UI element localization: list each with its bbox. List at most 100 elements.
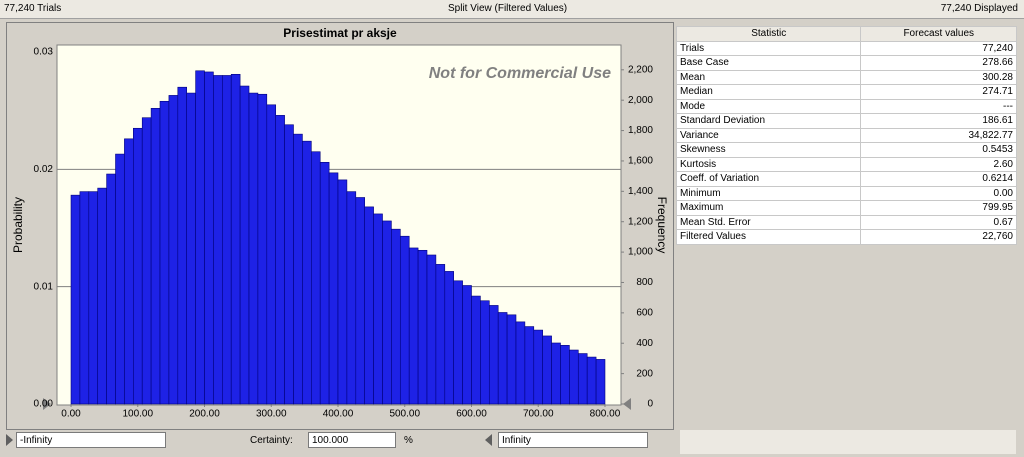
histogram-bar (471, 295, 481, 405)
stat-name: Mode (675, 98, 862, 114)
histogram-bar (213, 75, 223, 405)
status-bar: 77,240 Trials Split View (Filtered Value… (0, 0, 1024, 19)
histogram-bar (106, 173, 116, 405)
stat-value: 77,240 (860, 40, 1017, 56)
x-tick-label: 500.00 (389, 409, 420, 420)
histogram-bar (382, 220, 392, 405)
stat-row: Skewness 0.5453 (675, 142, 1017, 158)
y2-tick-label: 2,000 (628, 95, 653, 106)
histogram-chart: Prisestimat pr aksje Not for Commercial … (11, 26, 669, 420)
stat-value: 2.60 (860, 156, 1017, 172)
histogram-bar (391, 228, 401, 405)
stat-value: 278.66 (860, 55, 1017, 71)
stat-row: Mean Std. Error 0.67 (675, 214, 1017, 230)
lower-input[interactable]: -Infinity (16, 432, 166, 448)
histogram-bar (497, 312, 508, 405)
histogram-bar (346, 191, 357, 405)
histogram-bar (257, 93, 268, 405)
y2-tick-label: 0 (647, 399, 653, 410)
statistics-table: Statistic Forecast values Trials 77,240 Bas… (675, 26, 1017, 245)
histogram-bar (444, 271, 454, 405)
histogram-bar (453, 280, 463, 405)
certainty-label: Certainty: (250, 435, 293, 446)
stat-row: Minimum 0.00 (675, 185, 1017, 201)
stat-name: Mean (675, 69, 862, 85)
histogram-bar (515, 321, 526, 405)
stat-value: 274.71 (860, 84, 1017, 100)
x-tick-label: 300.00 (256, 409, 287, 420)
histogram-bar (302, 140, 312, 405)
stat-value: 0.6214 (860, 171, 1017, 187)
histogram-bar (124, 138, 134, 405)
y2-tick-label: 1,800 (628, 125, 653, 136)
y2-tick-label: 1,600 (628, 156, 653, 167)
y-axis-label: Probability (11, 197, 25, 253)
histogram-bar (399, 235, 410, 405)
stat-name: Variance (675, 127, 862, 143)
x-tick-label: 700.00 (523, 409, 554, 420)
histogram-bar (177, 86, 188, 405)
y2-tick-label: 2,200 (628, 64, 653, 75)
histogram-bar (488, 305, 499, 405)
stat-name: Standard Deviation (675, 113, 862, 129)
certainty-input[interactable]: 100.000 (308, 432, 396, 448)
stat-value: 0.00 (860, 185, 1017, 201)
histogram-bar (373, 213, 383, 405)
displayed-count: 77,240 Displayed (940, 3, 1018, 14)
x-tick-label: 600.00 (456, 409, 487, 420)
histogram-bar (204, 71, 214, 405)
histogram-bar (577, 353, 588, 405)
histogram-bar (595, 359, 606, 405)
x-tick-label: 0.00 (61, 409, 81, 420)
blank-panel (680, 430, 1016, 454)
certainty-unit: % (404, 435, 413, 446)
stat-row: Variance 34,822.77 (675, 127, 1017, 143)
histogram-bar (337, 179, 348, 405)
histogram-bar (248, 92, 259, 405)
left-grabber[interactable] (43, 398, 51, 410)
histogram-bar (222, 75, 232, 405)
histogram-bar (417, 249, 428, 405)
stat-value: 0.67 (860, 214, 1017, 230)
stat-name: Filtered Values (675, 229, 862, 245)
y2-tick-label: 800 (636, 277, 653, 288)
upper-input[interactable]: Infinity (498, 432, 648, 448)
stat-row: Base Case 278.66 (675, 55, 1017, 71)
view-mode: Split View (Filtered Values) (448, 3, 568, 14)
stat-row: Standard Deviation 186.61 (675, 113, 1017, 129)
histogram-bar (506, 314, 517, 405)
upper-arrow[interactable] (485, 434, 492, 446)
stat-name: Base Case (675, 55, 862, 71)
stat-value: 300.28 (860, 69, 1017, 85)
stat-name: Skewness (675, 142, 862, 158)
histogram-bar (97, 187, 107, 405)
histogram-bar (79, 191, 90, 405)
column-header: Statistic (675, 26, 862, 42)
stat-value: 799.95 (860, 200, 1017, 216)
histogram-bar (159, 100, 170, 405)
histogram-bar (275, 115, 285, 405)
y-tick-label: 0.01 (34, 281, 54, 292)
histogram-bar (150, 108, 161, 405)
chart-title: Prisestimat pr aksje (283, 26, 397, 40)
y2-tick-label: 1,200 (628, 216, 653, 227)
stat-name: Maximum (675, 200, 862, 216)
histogram-bar (284, 124, 294, 405)
histogram-bar (524, 326, 535, 405)
stat-name: Minimum (675, 185, 862, 201)
column-header: Forecast values (860, 26, 1017, 42)
watermark: Not for Commercial Use (429, 65, 611, 82)
chart-panel: Prisestimat pr aksje Not for Commercial … (6, 22, 674, 430)
histogram-bar (426, 254, 437, 405)
histogram-bar (168, 95, 179, 405)
histogram-bar (462, 285, 472, 405)
right-grabber[interactable] (623, 398, 631, 410)
histogram-bar (195, 70, 205, 405)
lower-arrow[interactable] (6, 434, 13, 446)
stat-row: Median 274.71 (675, 84, 1017, 100)
histogram-bar (569, 349, 579, 405)
stat-row: Mode --- (675, 98, 1017, 114)
histogram-bar (141, 117, 152, 405)
histogram-bar (88, 191, 99, 405)
